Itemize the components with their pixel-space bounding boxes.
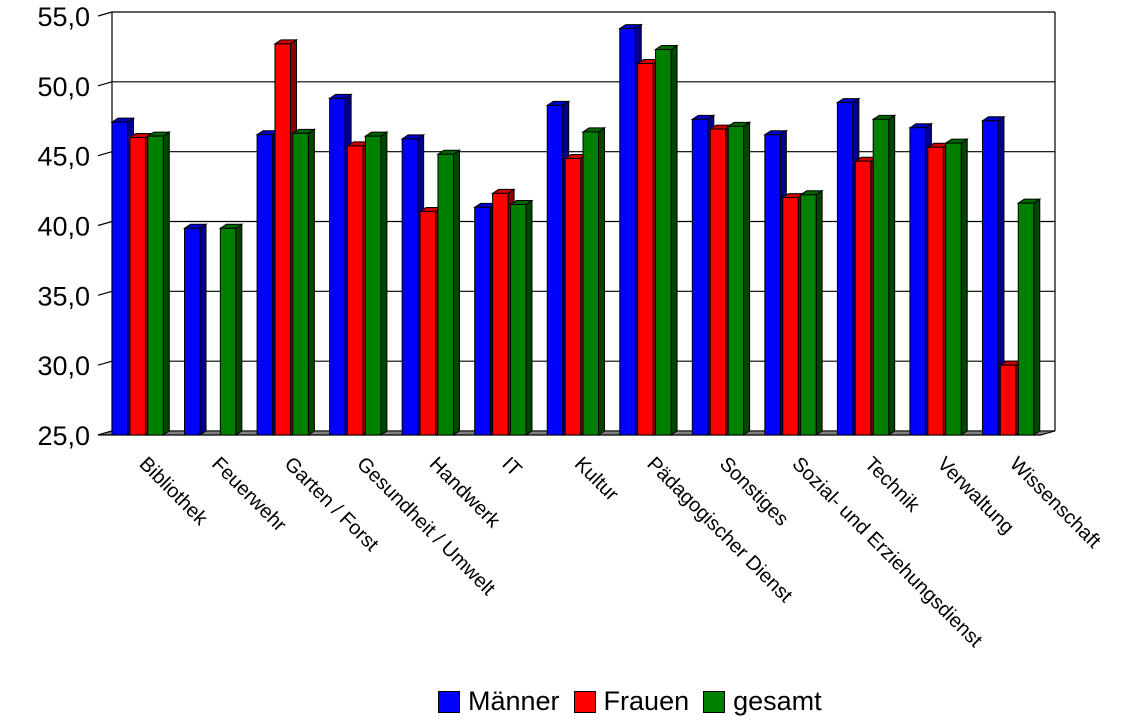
legend: Männer Frauen gesamt — [0, 686, 1138, 720]
y-tick-label: 35,0 — [37, 281, 90, 311]
legend-label-gesamt: gesamt — [733, 686, 822, 716]
x-category-label: Pädagogischer Dienst — [643, 453, 797, 607]
legend-label-frauen: Frauen — [603, 686, 690, 716]
legend-item-frauen: Frauen — [573, 686, 690, 717]
x-category-label: IT — [497, 453, 525, 481]
legend-items: Männer Frauen gesamt — [438, 686, 836, 717]
x-category-label: Wissenschaft — [1005, 453, 1105, 553]
bar-gesamt-3 — [363, 131, 389, 436]
legend-label-maenner: Männer — [468, 686, 560, 716]
bar-gesamt-10 — [871, 114, 897, 436]
legend-swatch-gesamt — [703, 690, 726, 713]
bar-gesamt-11 — [944, 138, 969, 436]
bar-gesamt-8 — [726, 121, 752, 436]
bar-gesamt-7 — [653, 44, 679, 436]
x-category-label: Verwaltung — [933, 453, 1019, 539]
gridline-depth — [97, 360, 113, 366]
bar-chart: 25,0 30,0 35,0 40,0 45,0 50,0 55,0 BibliothekF… — [37, 2, 1105, 652]
gridline-depth — [97, 81, 113, 87]
bar-gesamt-1 — [218, 223, 244, 436]
bar-gesamt-9 — [798, 189, 824, 436]
x-category-label: Sonstiges — [715, 453, 793, 531]
y-tick-label: 55,0 — [37, 2, 90, 32]
bar-gesamt-4 — [436, 149, 462, 436]
gridline-depth — [97, 11, 113, 17]
bars-layer — [110, 23, 1042, 436]
x-category-label: Kultur — [570, 453, 623, 506]
y-tick-label: 30,0 — [37, 351, 90, 381]
y-axis-ticks: 25,0 30,0 35,0 40,0 45,0 50,0 55,0 — [37, 2, 90, 451]
x-category-label: Feuerwehr — [207, 453, 290, 536]
x-category-label: Technik — [860, 453, 924, 517]
y-tick-label: 25,0 — [37, 421, 90, 451]
legend-swatch-frauen — [573, 690, 596, 713]
bar-männer-12 — [980, 115, 1006, 436]
bar-männer-1 — [182, 223, 208, 436]
x-category-label: Bibliothek — [135, 453, 213, 531]
x-category-label: Gesundheit / Umwelt — [352, 453, 499, 600]
y-tick-label: 50,0 — [37, 72, 90, 102]
gridline-depth — [97, 220, 113, 227]
gridline-depth — [97, 151, 113, 157]
legend-swatch-maenner — [438, 690, 460, 713]
y-tick-label: 45,0 — [37, 142, 90, 172]
legend-item-maenner: Männer — [438, 686, 560, 717]
bar-gesamt-0 — [146, 131, 171, 436]
bar-gesamt-5 — [508, 199, 534, 436]
bar-gesamt-12 — [1016, 198, 1042, 436]
legend-item-gesamt: gesamt — [703, 686, 822, 717]
bar-gesamt-2 — [291, 128, 317, 436]
y-tick-label: 40,0 — [37, 212, 90, 242]
bar-gesamt-6 — [581, 126, 607, 436]
gridline-depth — [97, 290, 113, 296]
